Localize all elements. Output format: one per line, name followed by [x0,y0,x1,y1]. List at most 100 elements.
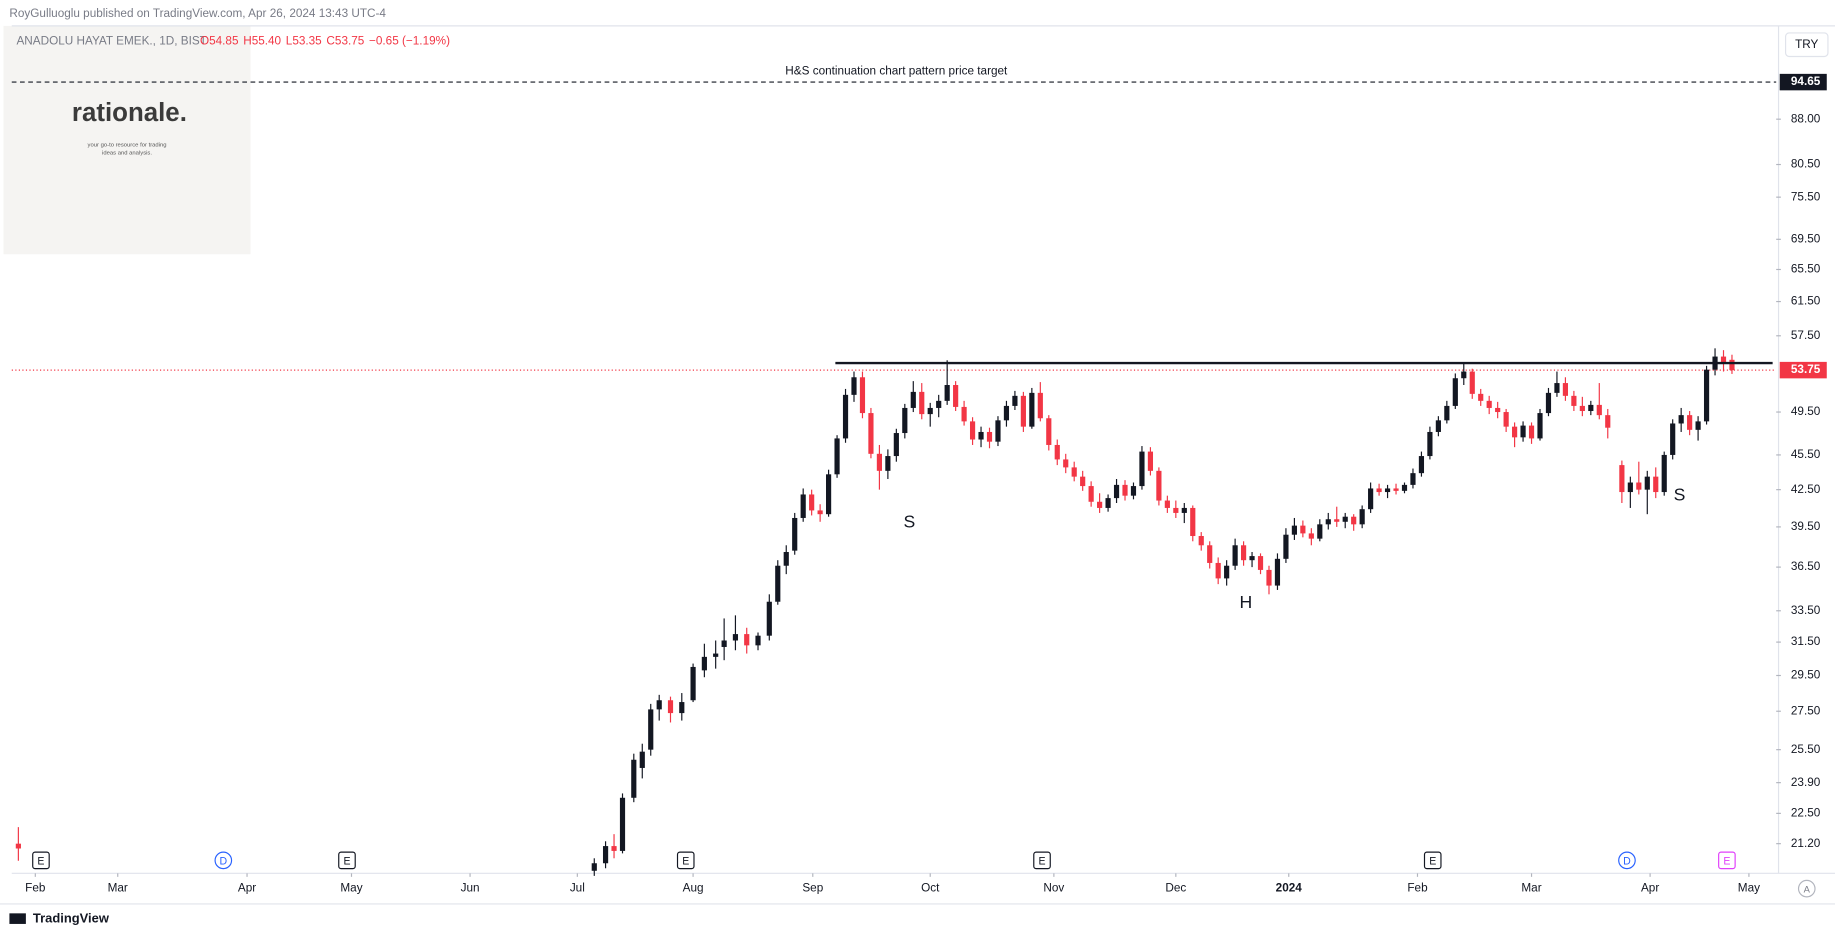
candle-body [1661,454,1667,493]
candle-body [1130,486,1137,496]
candle-body [851,377,857,395]
candle-body [1619,465,1625,493]
legend-value: O54.85 [200,34,239,47]
candle-body [936,400,942,408]
candle-body [732,634,739,641]
candle-body [1063,459,1069,468]
candle-body [1232,545,1238,566]
y-tick-label: 80.50 [1791,158,1821,171]
candle-body [1537,413,1543,439]
event-label: E [1429,855,1436,867]
candle-body [1173,507,1179,513]
y-tick-label: 25.50 [1791,743,1821,756]
candle-body [775,565,781,602]
pattern-label: S [1674,484,1686,504]
candle-body [1020,395,1026,427]
legend-value: H55.40 [243,34,281,47]
candle-body [679,702,685,714]
candle-body [713,653,719,657]
candle-body [1368,488,1374,510]
candle-body [944,385,950,401]
candle-body [1486,400,1492,408]
x-tick-label: Aug [683,882,704,895]
candle-body [1687,415,1693,430]
candle-body [1012,395,1018,406]
candle-body [1105,498,1111,508]
candle-body [826,474,832,515]
candle-body [1703,369,1710,422]
event-marker [1718,851,1736,870]
candle-body [1554,383,1560,393]
candle-body [1605,415,1611,428]
candle-body [902,407,908,434]
candle-body [1636,482,1642,490]
candle-body [1562,383,1569,396]
candle-body [1393,488,1399,491]
candle-body [1257,556,1264,570]
event-label: E [1038,855,1045,867]
last-price-box [1779,361,1827,379]
candle-body [1729,359,1735,371]
candle-body [1325,519,1331,525]
logo-panel [3,25,251,255]
candle-body [1181,507,1187,513]
y-tick-label: 36.50 [1791,560,1821,573]
candle-body [1291,525,1297,535]
header: RoyGulluoglu published on TradingView.co… [9,7,386,20]
candle-body [1274,558,1281,586]
candle-body [1266,569,1272,586]
candle-body [961,406,967,422]
candle-body [995,420,1001,442]
candle-body [1088,486,1094,502]
candle-body [1190,507,1196,537]
x-tick-label: Jul [570,882,585,895]
candle-body [690,666,696,701]
candle-body [1596,404,1602,416]
candle-body [1444,405,1450,421]
candle-body [986,431,993,442]
candle-body [611,846,617,851]
candle-body [1029,392,1035,427]
candle-body [1503,412,1509,427]
candle-body [842,394,849,439]
candle-body [1478,393,1484,401]
candle-body [1461,371,1467,379]
candle-body [1097,501,1103,508]
auto-scale-label[interactable]: A [1804,883,1811,894]
currency[interactable]: TRY [1795,38,1818,51]
legend-value: C53.75 [326,34,364,47]
candle-body [1418,456,1425,474]
candle-body [1427,431,1433,457]
candle-body [1435,420,1441,432]
candle-body [809,494,815,511]
y-tick-label: 61.50 [1791,295,1821,308]
candle-body [701,656,707,671]
x-tick-label: Mar [108,882,128,895]
y-tick-label: 31.50 [1791,635,1821,648]
candle-body [1495,407,1501,413]
candle-body [1207,545,1213,563]
candle-body [885,456,891,471]
candle-body [1308,533,1314,539]
y-tick-label: 27.50 [1791,704,1821,717]
candle-body [619,797,626,851]
candle-body [1469,371,1475,394]
x-tick-label: Jun [461,882,480,895]
currency-box[interactable] [1785,32,1829,58]
event-label: E [1723,855,1730,867]
pattern-label: H [1239,592,1252,612]
event-label: E [682,855,689,867]
candle-body [859,377,866,414]
logo: rationale. [72,99,187,127]
event-marker [32,851,50,870]
candle-body [1401,484,1408,491]
candle-body [1678,415,1684,424]
candle-body [1627,482,1633,493]
y-tick-label: 45.50 [1791,448,1821,461]
ohlc-legend: O54.85 H55.40 L53.35 C53.75 −0.65 (−1.19%) [200,34,450,47]
candle-body [1571,395,1577,406]
auto-scale-button[interactable] [1797,879,1816,898]
candle-body [1579,405,1585,412]
candle-body [667,700,674,714]
candle-body [1300,525,1306,534]
